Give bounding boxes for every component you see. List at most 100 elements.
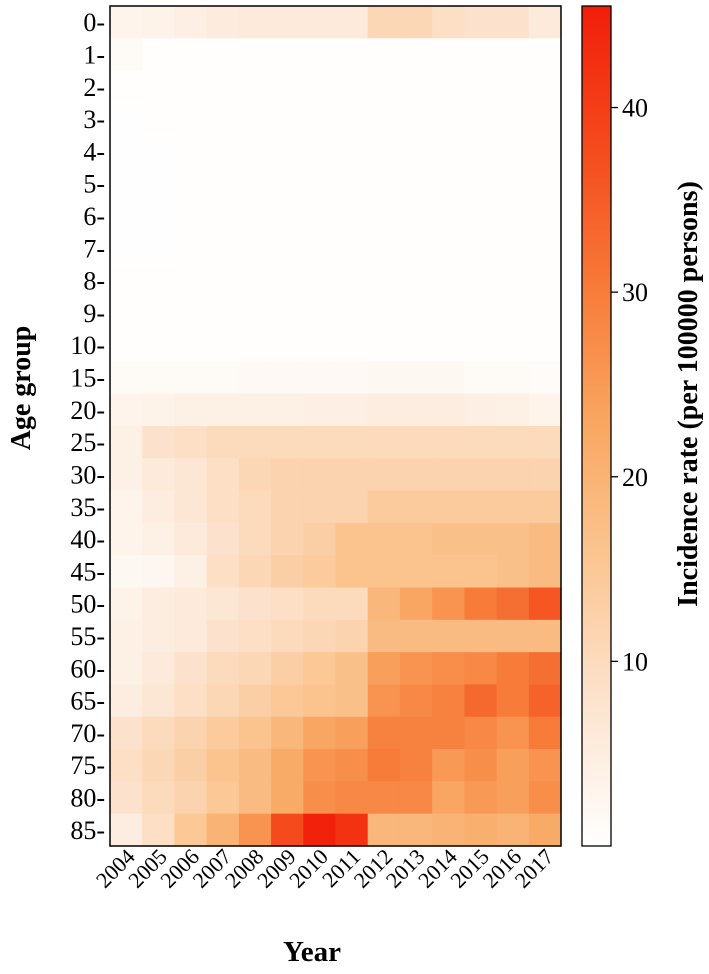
heatmap-cell — [528, 167, 562, 201]
heatmap-cell — [464, 393, 498, 427]
heatmap-cell — [496, 70, 530, 104]
heatmap-cell — [335, 813, 369, 847]
plot-frame — [109, 5, 562, 847]
y-tick-label: 4- — [83, 137, 105, 166]
heatmap-cell — [432, 749, 465, 782]
heatmap-cell — [206, 232, 240, 266]
heatmap-cell — [110, 264, 143, 298]
heatmap-cell — [206, 555, 240, 589]
heatmap-cell — [110, 684, 143, 718]
heatmap-cell — [174, 619, 208, 653]
heatmap-cell — [206, 522, 240, 556]
heatmap-cell — [496, 232, 530, 266]
heatmap-cell — [399, 167, 433, 201]
heatmap-cell — [496, 749, 530, 782]
heatmap-cell — [335, 490, 369, 524]
colorbar-tick-label: 40 — [622, 94, 648, 123]
heatmap-cell — [367, 716, 401, 750]
heatmap-cell — [238, 38, 272, 72]
y-axis-label: Age group — [6, 326, 37, 451]
colorbar — [581, 5, 612, 847]
heatmap-cell — [206, 458, 240, 492]
heatmap-cell — [335, 522, 369, 556]
heatmap-cell — [367, 781, 401, 815]
heatmap-cell — [174, 296, 208, 330]
heatmap-cell — [432, 716, 465, 750]
heatmap-cell — [206, 781, 240, 815]
heatmap-cell — [174, 102, 208, 136]
heatmap-cell — [432, 264, 465, 298]
heatmap-cell — [303, 716, 337, 750]
heatmap-cell — [496, 716, 530, 750]
heatmap-cell — [464, 652, 498, 686]
heatmap-cell — [142, 781, 176, 815]
heatmap-cell — [432, 781, 465, 815]
heatmap-cell — [464, 684, 498, 718]
heatmap-cell — [238, 587, 272, 621]
heatmap-cell — [303, 522, 337, 556]
heatmap-cell — [303, 6, 337, 39]
heatmap-cell — [271, 813, 304, 847]
heatmap-cell — [110, 102, 143, 136]
heatmap-cell — [271, 232, 304, 266]
heatmap-cell — [367, 458, 401, 492]
heatmap-cell — [528, 70, 562, 104]
heatmap-cell — [303, 264, 337, 298]
heatmap-cell — [238, 329, 272, 362]
heatmap-cell — [464, 749, 498, 782]
heatmap-cell — [110, 393, 143, 427]
heatmap-cell — [367, 426, 401, 459]
heatmap-cell — [367, 555, 401, 589]
heatmap-cell — [303, 555, 337, 589]
heatmap-cell — [432, 522, 465, 556]
heatmap-cell — [399, 458, 433, 492]
heatmap-cell — [206, 102, 240, 136]
heatmap-cell — [206, 264, 240, 298]
heatmap-cell — [174, 490, 208, 524]
heatmap-cell — [432, 135, 465, 169]
heatmap-cell — [110, 167, 143, 201]
heatmap-cell — [432, 6, 465, 39]
heatmap-cell — [303, 329, 337, 362]
heatmap-cell — [238, 361, 272, 395]
heatmap-cell — [110, 749, 143, 782]
heatmap-cell — [110, 716, 143, 750]
heatmap-cell — [271, 296, 304, 330]
colorbar-ticks: 10 20 30 40 — [611, 94, 648, 676]
heatmap-cell — [528, 684, 562, 718]
y-tick-label: 35- — [70, 493, 105, 522]
heatmap-cell — [367, 199, 401, 233]
heatmap-cell — [464, 555, 498, 589]
heatmap-cell — [142, 167, 176, 201]
heatmap-cell — [496, 522, 530, 556]
heatmap-cell — [142, 329, 176, 362]
y-tick-label: 65- — [70, 687, 105, 716]
heatmap-cell — [206, 587, 240, 621]
heatmap-cell — [206, 199, 240, 233]
y-tick-labels: 0- 1- 2- 3- 4- 5- 6- 7- 8- 9- 10- 15- 20- 25- 30- 35- 40… — [70, 8, 105, 845]
heatmap-cell — [367, 6, 401, 39]
heatmap-cell — [335, 684, 369, 718]
heatmap-cell — [142, 232, 176, 266]
heatmap-cell — [496, 490, 530, 524]
heatmap-cell — [110, 813, 143, 847]
heatmap-cell — [464, 102, 498, 136]
heatmap-cell — [464, 264, 498, 298]
y-tick-label: 50- — [70, 590, 105, 619]
heatmap-cell — [496, 167, 530, 201]
heatmap-cell — [496, 426, 530, 459]
heatmap-cell — [303, 102, 337, 136]
heatmap-cell — [142, 102, 176, 136]
heatmap-cell — [142, 619, 176, 653]
colorbar-tick-label: 20 — [622, 463, 648, 492]
heatmap-cell — [399, 652, 433, 686]
heatmap-cell — [303, 296, 337, 330]
heatmap-cell — [528, 426, 562, 459]
heatmap-cell — [303, 38, 337, 72]
heatmap-cell — [142, 38, 176, 72]
heatmap-cell — [174, 135, 208, 169]
heatmap-cell — [110, 38, 143, 72]
y-tick-label: 7- — [83, 234, 105, 263]
heatmap-cell — [271, 167, 304, 201]
